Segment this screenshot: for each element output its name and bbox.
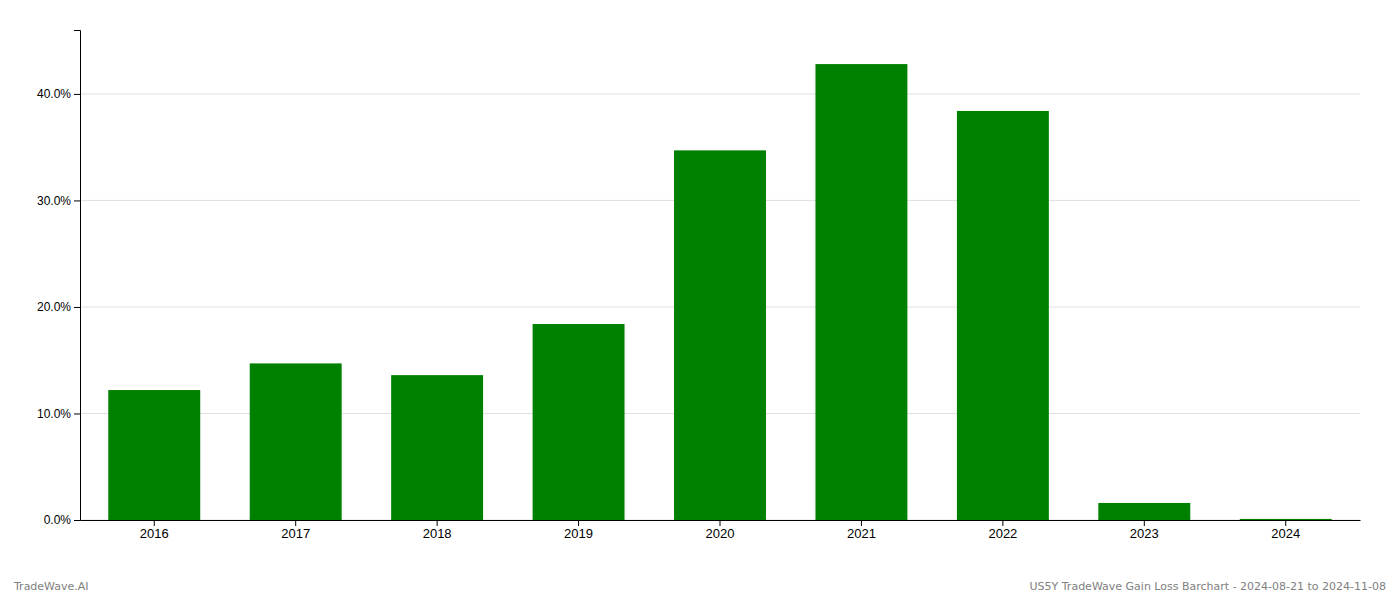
- x-tick: 2020: [706, 520, 735, 541]
- bar: [1098, 503, 1190, 520]
- x-tick: 2017: [281, 520, 310, 541]
- x-tick: 2023: [1130, 520, 1159, 541]
- x-tick-mark: [861, 520, 862, 526]
- bar: [1240, 519, 1332, 520]
- y-tick-label: 0.0%: [44, 513, 72, 527]
- x-tick: 2022: [988, 520, 1017, 541]
- y-tick: 10.0%: [37, 407, 80, 421]
- x-tick-label: 2018: [423, 526, 452, 541]
- x-tick-label: 2016: [140, 526, 169, 541]
- x-tick-mark: [1002, 520, 1003, 526]
- y-axis: 0.0% 10.0% 20.0% 30.0% 40.0%: [37, 31, 81, 528]
- x-tick-mark: [1144, 520, 1145, 526]
- y-axis-line: [74, 31, 81, 521]
- plot: 2016 2017 2018 2019 2020 2021 2022 2023 2024 0.0%…: [37, 31, 1361, 542]
- y-tick: 30.0%: [37, 194, 80, 208]
- x-tick-label: 2021: [847, 526, 876, 541]
- chart-container: 2016 2017 2018 2019 2020 2021 2022 2023 2024 0.0%…: [0, 0, 1400, 600]
- y-tick-mark: [74, 94, 80, 95]
- bar: [815, 64, 907, 520]
- x-tick-label: 2019: [564, 526, 593, 541]
- x-tick-label: 2020: [706, 526, 735, 541]
- bar: [250, 363, 342, 520]
- x-tick-mark: [578, 520, 579, 526]
- y-tick-mark: [74, 520, 80, 521]
- chart-svg: 2016 2017 2018 2019 2020 2021 2022 2023 2024 0.0%…: [0, 0, 1400, 600]
- x-tick-label: 2023: [1130, 526, 1159, 541]
- x-tick: 2016: [140, 520, 169, 541]
- bar: [957, 111, 1049, 520]
- grid: [80, 94, 1360, 520]
- y-tick-label: 10.0%: [37, 407, 71, 421]
- x-axis: 2016 2017 2018 2019 2020 2021 2022 2023 2024: [81, 520, 1361, 541]
- y-tick: 40.0%: [37, 87, 80, 101]
- bars: [108, 64, 1331, 520]
- y-tick: 20.0%: [37, 300, 80, 314]
- x-tick-mark: [1285, 520, 1286, 526]
- x-tick-label: 2017: [281, 526, 310, 541]
- x-tick: 2021: [847, 520, 876, 541]
- grid-line: [80, 93, 1360, 94]
- x-tick: 2018: [423, 520, 452, 541]
- footer-left: TradeWave.AI: [13, 580, 89, 593]
- y-tick-label: 30.0%: [37, 194, 71, 208]
- x-tick-label: 2024: [1271, 526, 1300, 541]
- y-tick-label: 40.0%: [37, 87, 71, 101]
- y-tick: 0.0%: [44, 513, 80, 527]
- x-tick: 2024: [1271, 520, 1300, 541]
- footer-right: US5Y TradeWave Gain Loss Barchart - 2024…: [1030, 580, 1386, 593]
- x-tick-label: 2022: [988, 526, 1017, 541]
- x-tick-mark: [154, 520, 155, 526]
- bar: [391, 375, 483, 520]
- bar: [533, 324, 625, 520]
- x-tick-mark: [720, 520, 721, 526]
- bar: [108, 390, 200, 520]
- x-tick: 2019: [564, 520, 593, 541]
- bar: [674, 150, 766, 520]
- y-tick-mark: [74, 413, 80, 414]
- y-tick-label: 20.0%: [37, 300, 71, 314]
- y-tick-mark: [74, 200, 80, 201]
- x-tick-mark: [437, 520, 438, 526]
- x-tick-mark: [295, 520, 296, 526]
- y-tick-mark: [74, 307, 80, 308]
